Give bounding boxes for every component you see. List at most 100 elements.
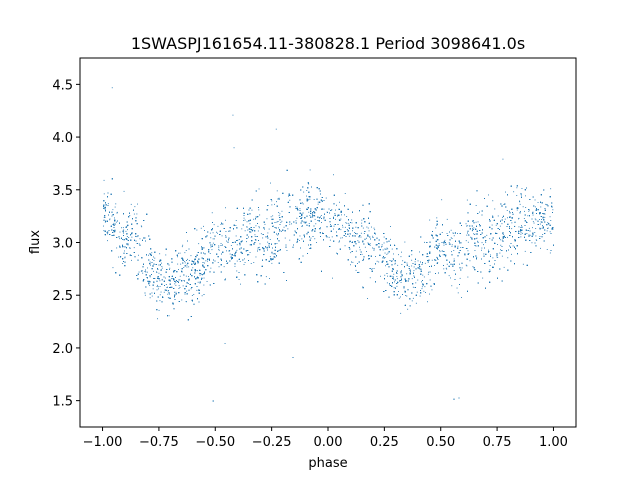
data-point — [521, 225, 522, 227]
data-point — [113, 225, 115, 226]
data-point — [249, 228, 251, 230]
data-point — [360, 236, 362, 238]
data-point — [328, 236, 330, 238]
data-point — [444, 239, 446, 241]
data-point — [396, 285, 398, 287]
data-point — [362, 241, 364, 243]
data-point — [502, 233, 504, 235]
data-point — [250, 231, 252, 233]
data-point — [230, 245, 232, 246]
data-point — [354, 232, 356, 233]
data-point — [344, 193, 346, 194]
data-point — [466, 234, 468, 236]
data-point — [491, 224, 493, 226]
data-point — [541, 227, 543, 229]
data-point — [268, 228, 270, 230]
data-point — [456, 287, 458, 289]
data-point — [169, 267, 171, 269]
data-point — [274, 253, 275, 255]
data-point — [448, 242, 450, 244]
data-point — [419, 251, 420, 253]
data-point — [228, 230, 229, 232]
data-point — [238, 239, 240, 240]
data-point — [279, 198, 280, 200]
data-point — [451, 238, 453, 239]
data-point — [250, 263, 252, 264]
data-point — [308, 211, 310, 213]
data-point — [542, 213, 543, 214]
data-point — [346, 216, 348, 217]
data-point — [314, 215, 316, 217]
data-point — [459, 277, 461, 279]
data-point — [413, 270, 415, 272]
data-point — [249, 252, 251, 253]
data-point — [197, 281, 199, 283]
data-point — [393, 253, 394, 255]
data-point — [106, 231, 108, 233]
data-point — [184, 262, 186, 264]
data-point — [240, 283, 241, 285]
data-point — [131, 259, 132, 261]
data-point — [489, 238, 491, 240]
data-point — [312, 216, 314, 218]
data-point — [450, 277, 451, 279]
data-point — [310, 237, 312, 239]
data-point — [418, 267, 420, 269]
data-point — [151, 252, 153, 254]
data-point — [383, 242, 385, 244]
data-point — [429, 279, 431, 281]
data-point — [254, 234, 256, 236]
data-point — [448, 275, 450, 277]
data-point — [281, 230, 282, 232]
data-point — [414, 261, 416, 263]
data-point — [257, 247, 259, 248]
data-point — [323, 218, 325, 220]
data-point — [474, 250, 476, 251]
data-point — [367, 298, 368, 299]
data-point — [201, 274, 203, 276]
data-point — [446, 268, 448, 270]
data-point — [520, 211, 521, 212]
data-point — [295, 206, 297, 208]
data-point — [255, 225, 257, 227]
data-point — [539, 212, 540, 213]
data-point — [438, 244, 440, 246]
data-point — [535, 235, 537, 237]
data-point — [278, 212, 280, 213]
data-point — [186, 260, 187, 261]
data-point — [158, 309, 160, 311]
data-point — [336, 235, 338, 237]
data-point — [471, 230, 473, 232]
data-point — [357, 263, 358, 264]
data-point — [482, 277, 484, 279]
data-point — [434, 265, 435, 266]
data-point — [179, 287, 181, 288]
data-point — [532, 214, 534, 216]
data-point — [217, 232, 218, 234]
data-point — [342, 226, 344, 228]
data-point — [345, 222, 347, 224]
data-point — [546, 249, 548, 250]
data-point — [452, 263, 454, 265]
data-point — [104, 217, 106, 218]
data-point — [516, 209, 518, 211]
data-point — [339, 201, 340, 203]
data-point — [153, 270, 154, 272]
data-point — [435, 227, 437, 229]
data-point — [186, 290, 188, 292]
data-point — [109, 219, 111, 221]
data-point — [371, 268, 373, 270]
data-point — [233, 255, 235, 256]
data-point — [295, 231, 296, 233]
data-point — [348, 222, 350, 224]
data-point — [257, 230, 259, 232]
data-point — [301, 216, 303, 218]
data-point — [210, 267, 212, 269]
data-point — [225, 219, 226, 221]
data-point — [467, 250, 469, 252]
data-point — [250, 228, 252, 230]
data-point — [342, 224, 343, 226]
data-point — [202, 247, 204, 249]
data-point — [185, 250, 187, 251]
data-point — [225, 235, 227, 237]
